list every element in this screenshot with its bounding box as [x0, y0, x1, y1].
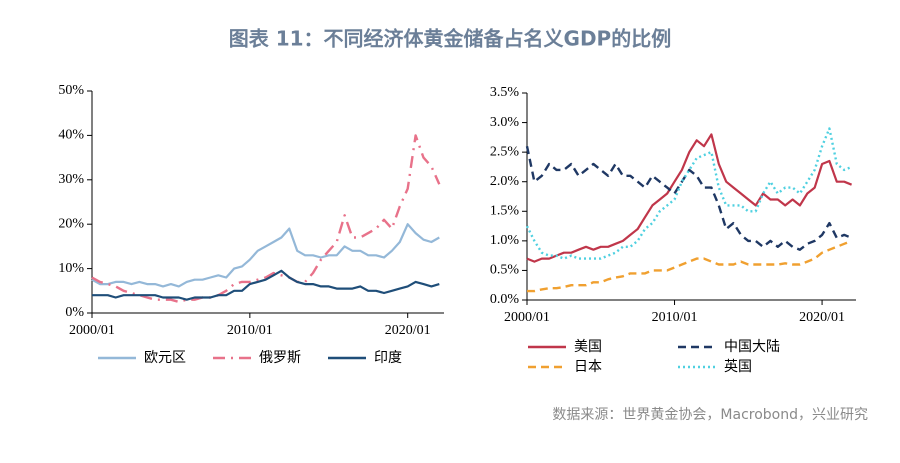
x-tick-label: 2000/01	[504, 310, 550, 325]
y-tick-label: 10%	[58, 261, 84, 276]
legend-label: 美国	[574, 339, 602, 355]
x-tick-label: 2020/01	[799, 310, 845, 325]
y-tick-label: 0.5%	[490, 263, 520, 278]
series-line	[526, 133, 853, 263]
legend-label: 日本	[574, 359, 602, 375]
y-tick-label: 0%	[65, 305, 84, 320]
y-tick-label: 20%	[58, 216, 84, 231]
series-line	[91, 223, 440, 288]
source-note: 数据来源：世界黄金协会，Macrobond，兴业研究	[552, 406, 868, 423]
series-line	[527, 239, 853, 293]
legend-label: 俄罗斯	[259, 350, 301, 366]
y-tick-label: 3.5%	[490, 85, 520, 100]
y-tick-label: 40%	[58, 128, 84, 143]
y-tick-label: 30%	[58, 172, 84, 187]
y-tick-label: 3.0%	[490, 115, 520, 130]
x-tick-label: 2010/01	[227, 323, 273, 338]
legend-label: 欧元区	[144, 350, 186, 366]
x-tick-label: 2000/01	[69, 323, 115, 338]
y-tick-label: 2.5%	[490, 144, 520, 159]
y-tick-label: 1.0%	[490, 233, 520, 248]
series-line	[525, 145, 853, 251]
x-tick-label: 2010/01	[652, 310, 698, 325]
y-tick-label: 50%	[58, 83, 84, 98]
y-tick-label: 1.5%	[490, 204, 520, 219]
series-line	[91, 134, 441, 304]
legend-label: 中国大陆	[724, 339, 780, 355]
series-line	[92, 269, 440, 301]
legend-label: 印度	[374, 350, 402, 366]
y-tick-label: 2.0%	[490, 174, 520, 189]
legend-label: 英国	[724, 358, 752, 375]
y-tick-label: 0.0%	[490, 292, 520, 307]
series-line	[525, 127, 853, 260]
x-tick-label: 2020/01	[385, 323, 431, 338]
figure-title: 图表 11：不同经济体黄金储备占名义GDP的比例	[229, 27, 671, 51]
